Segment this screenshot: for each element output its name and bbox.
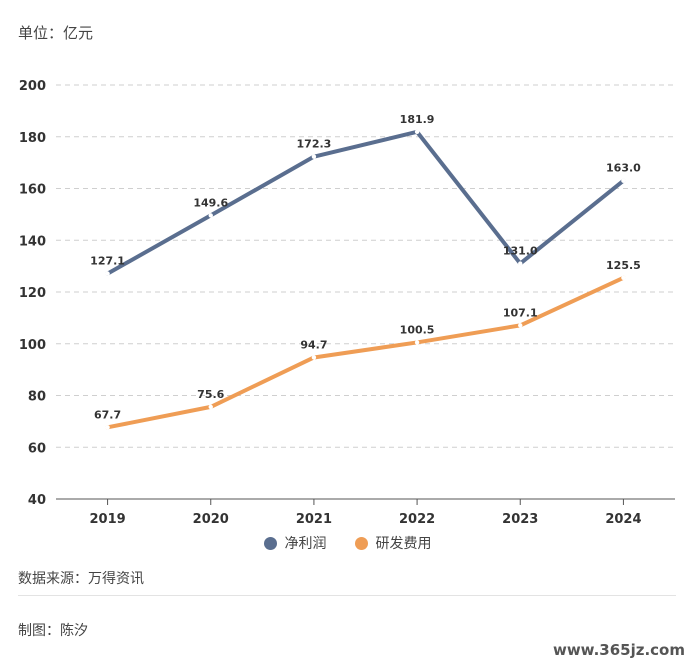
data-point[interactable] <box>621 275 626 280</box>
data-label: 163.0 <box>606 162 641 175</box>
watermark: www.365jz.com <box>552 641 685 659</box>
data-point[interactable] <box>311 355 317 360</box>
data-label: 149.6 <box>193 196 228 209</box>
data-point[interactable] <box>208 404 213 410</box>
data-point[interactable] <box>208 213 213 218</box>
legend-item-rd-expense[interactable]: 研发费用 <box>354 533 432 553</box>
y-tick-label: 40 <box>28 493 46 508</box>
chart-author: 制图：陈汐 <box>18 623 88 639</box>
x-tick-label: 2022 <box>399 512 435 527</box>
data-label: 75.6 <box>197 388 224 401</box>
y-tick-label: 80 <box>28 390 46 405</box>
data-label: 67.7 <box>94 408 121 421</box>
legend-item-net-profit[interactable]: 净利润 <box>263 533 327 553</box>
x-tick-label: 2021 <box>296 512 332 527</box>
data-label: 125.5 <box>606 259 641 272</box>
x-tick-label: 2023 <box>502 512 538 527</box>
data-label: 107.1 <box>503 306 538 319</box>
line-chart: 40 60 80 100 120 140 160 180 200 2019 2020 2021 2022… <box>19 79 675 527</box>
y-tick-label: 200 <box>19 79 46 94</box>
divider <box>18 595 676 596</box>
y-tick-label: 160 <box>19 183 46 198</box>
legend-label-net-profit: 净利润 <box>284 536 327 552</box>
series-line-0[interactable] <box>105 129 626 276</box>
data-point[interactable] <box>621 178 626 183</box>
legend-dot-rd-expense <box>354 536 368 550</box>
y-tick-label: 180 <box>19 131 46 146</box>
grid-layer <box>56 84 675 448</box>
data-point[interactable] <box>518 323 523 328</box>
unit-label: 单位：亿元 <box>18 24 94 42</box>
series-layer <box>105 129 626 430</box>
data-label: 181.9 <box>400 113 435 126</box>
y-tick-label: 120 <box>19 286 46 301</box>
data-source: 数据来源：万得资讯 <box>18 571 144 587</box>
legend-label-rd-expense: 研发费用 <box>375 536 432 552</box>
x-tick-label: 2020 <box>193 512 229 527</box>
series-line-1[interactable] <box>105 275 626 430</box>
legend: 净利润 研发费用 <box>0 533 695 553</box>
y-tick-label: 140 <box>19 234 46 249</box>
data-label: 127.1 <box>90 255 125 268</box>
legend-dot-net-profit <box>263 536 277 550</box>
x-tick-label: 2019 <box>89 512 125 527</box>
y-tick-label: 100 <box>19 338 46 353</box>
data-point[interactable] <box>311 154 317 159</box>
data-label: 100.5 <box>400 323 435 336</box>
data-label: 94.7 <box>300 338 327 351</box>
data-label: 131.0 <box>503 245 538 258</box>
data-point[interactable] <box>414 129 420 135</box>
axis-layer: 40 60 80 100 120 140 160 180 200 2019 2020 2021 2022… <box>19 79 675 527</box>
label-layer: 127.1 149.6 172.3 181.9 131.0 163.0 67.7 75.6 94… <box>90 113 641 421</box>
x-tick-label: 2024 <box>605 512 641 527</box>
data-point[interactable] <box>105 271 110 276</box>
data-label: 172.3 <box>297 138 332 151</box>
y-tick-label: 60 <box>28 441 46 456</box>
data-point[interactable] <box>105 425 110 430</box>
data-point[interactable] <box>414 340 420 345</box>
data-point[interactable] <box>518 261 523 266</box>
